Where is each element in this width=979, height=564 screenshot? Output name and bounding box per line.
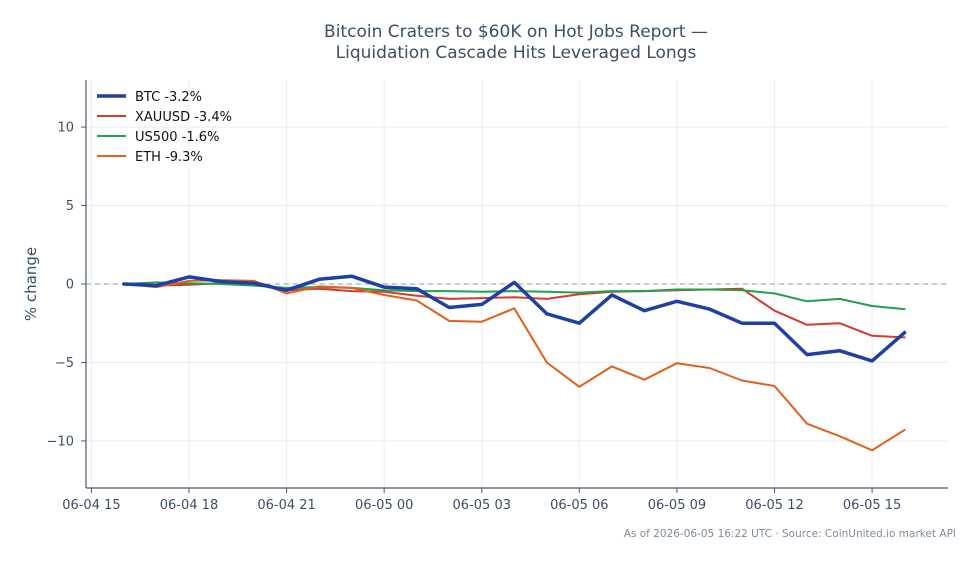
y-tick-label: 5 <box>66 199 74 214</box>
x-tick-label: 06-05 15 <box>843 498 901 513</box>
series-line-us500 <box>122 281 906 311</box>
y-tick-label: −10 <box>47 434 74 449</box>
x-tick-label: 06-05 06 <box>550 498 608 513</box>
legend-label: US500 -1.6% <box>135 130 219 145</box>
legend-label: BTC -3.2% <box>135 90 202 105</box>
chart-title-line1: Bitcoin Craters to $60K on Hot Jobs Repo… <box>324 22 708 42</box>
chart-title-line2: Liquidation Cascade Hits Leveraged Longs <box>335 43 697 63</box>
source-footer: As of 2026-06-05 16:22 UTC · Source: Coi… <box>623 528 956 540</box>
x-tick-label: 06-04 15 <box>62 498 120 513</box>
axes: 06-04 15 06-04 18 06-04 21 06-05 00 06-05 03… <box>22 80 948 513</box>
series-line-eth <box>122 279 906 452</box>
legend-label: XAUUSD -3.4% <box>135 110 232 125</box>
y-axis-label: % change <box>22 247 40 321</box>
legend: BTC -3.2% XAUUSD -3.4% US500 -1.6% ETH -9.3… <box>97 90 232 165</box>
series-line-btc <box>122 274 907 363</box>
x-tick-label: 06-05 00 <box>355 498 413 513</box>
x-tick-label: 06-04 18 <box>160 498 218 513</box>
grid-lines <box>86 80 948 488</box>
x-tick-label: 06-05 12 <box>745 498 803 513</box>
y-tick-label: 10 <box>57 121 74 136</box>
x-tick-label: 06-05 03 <box>453 498 511 513</box>
y-tick-label: 0 <box>66 278 74 293</box>
x-tick-label: 06-04 21 <box>257 498 315 513</box>
y-tick-label: −5 <box>55 356 74 371</box>
x-tick-label: 06-05 09 <box>648 498 706 513</box>
legend-label: ETH -9.3% <box>135 150 203 165</box>
